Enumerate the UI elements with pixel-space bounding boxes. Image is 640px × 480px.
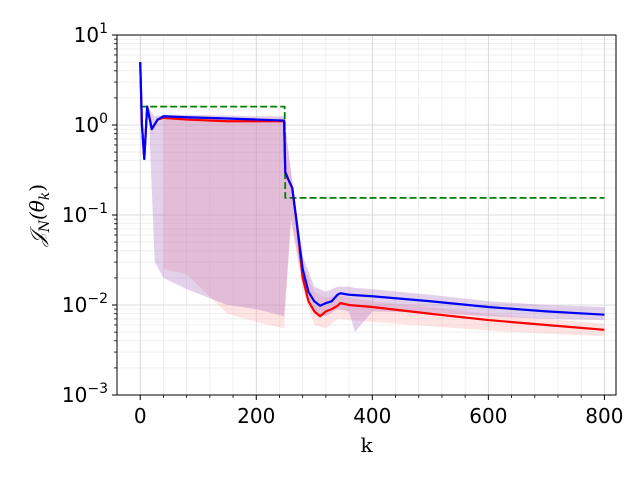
confidence-bands bbox=[148, 109, 605, 337]
y-tick-label: 100 bbox=[74, 111, 108, 137]
series-lines bbox=[139, 62, 605, 331]
y-tick-label: 10−2 bbox=[62, 291, 108, 317]
x-tick-label: 0 bbox=[134, 404, 147, 428]
band-area bbox=[148, 109, 605, 333]
x-tick-label: 200 bbox=[237, 404, 275, 428]
x-tick-label: 400 bbox=[353, 404, 391, 428]
y-tick-label: 10−3 bbox=[62, 381, 108, 407]
y-tick-label: 101 bbox=[74, 21, 108, 47]
x-axis-label: k bbox=[360, 433, 373, 457]
y-tick-label: 10−1 bbox=[62, 201, 108, 227]
y-axis-label: 𝒥N(θk) bbox=[25, 184, 53, 247]
x-tick-label: 600 bbox=[469, 404, 507, 428]
x-tick-label: 800 bbox=[585, 404, 623, 428]
grid bbox=[117, 34, 616, 396]
axis-ticks: 0 200 400 600 800 10−3 10−2 10−1 100 101 bbox=[62, 21, 624, 428]
band-area bbox=[163, 116, 605, 337]
blue-series-line bbox=[139, 62, 605, 316]
